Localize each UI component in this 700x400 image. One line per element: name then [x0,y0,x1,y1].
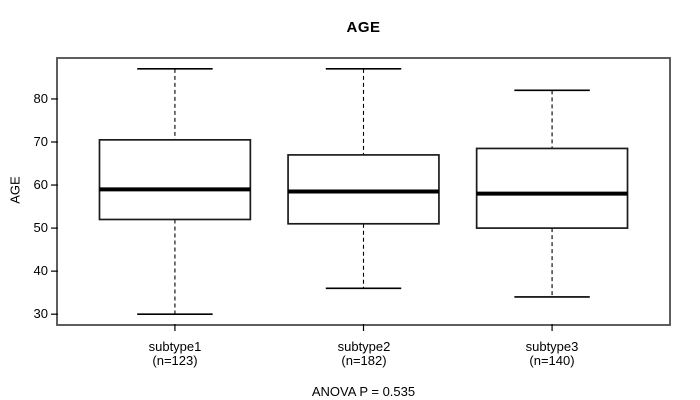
y-tick-label: 40 [33,263,48,278]
iqr-box [98,138,252,221]
chart-title: AGE [346,19,381,36]
y-tick-label: 60 [33,177,48,192]
group-name: subtype1 [148,339,202,354]
group-n: (n=182) [341,353,387,368]
group-name: subtype3 [525,339,579,354]
iqr-box [287,154,440,225]
group-name: subtype2 [337,339,391,354]
y-tick-label: 80 [33,91,48,106]
x-group-label: subtype1 (n=123) [100,340,250,367]
anova-annotation: ANOVA P = 0.535 [311,384,416,399]
y-tick-label: 50 [33,220,48,235]
y-tick-label: 30 [33,306,48,321]
group-n: (n=123) [152,353,198,368]
iqr-box [475,147,629,229]
y-tick-label: 70 [33,134,48,149]
group-n: (n=140) [529,353,575,368]
x-group-label: subtype3 (n=140) [477,340,627,367]
x-group-label: subtype2 (n=182) [289,340,439,367]
